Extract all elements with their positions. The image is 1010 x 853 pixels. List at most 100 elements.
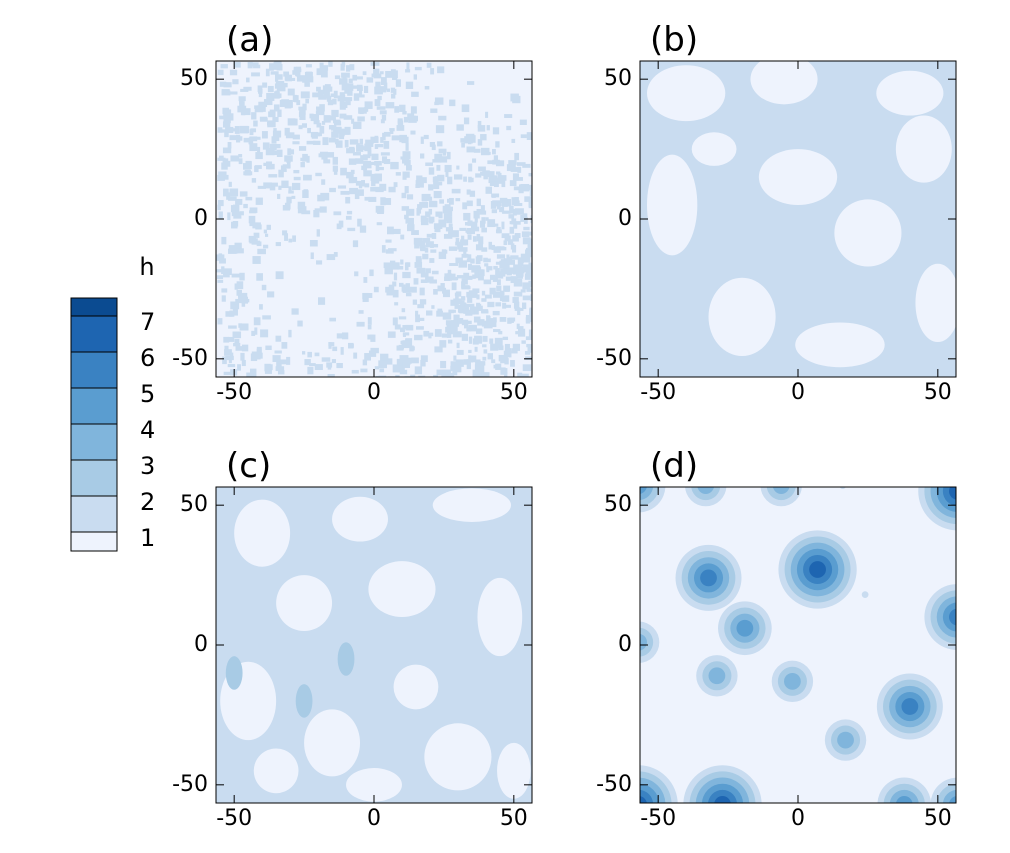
speckle: [504, 114, 513, 118]
low-region: [646, 154, 698, 256]
speckle: [375, 375, 385, 377]
contour-ring: [942, 487, 956, 506]
speckle: [332, 346, 338, 352]
panel-title: (c): [226, 446, 271, 486]
speckle: [363, 107, 369, 112]
speckle: [350, 169, 355, 175]
speckle: [345, 101, 351, 106]
speckle: [442, 370, 448, 377]
speckle: [485, 217, 489, 221]
speckle: [262, 142, 270, 150]
speckle: [491, 359, 496, 364]
speckle: [348, 158, 357, 165]
speckle: [399, 369, 408, 375]
speckle: [426, 233, 433, 238]
speckle: [474, 364, 484, 371]
speckle: [393, 70, 398, 79]
speckle: [469, 306, 476, 313]
speckle: [530, 344, 532, 349]
speckle: [383, 158, 391, 165]
speckle: [461, 319, 469, 326]
speckle: [224, 345, 229, 352]
speckle: [316, 229, 320, 237]
speckle: [472, 274, 476, 279]
speckle: [346, 210, 353, 215]
speckle: [417, 204, 423, 210]
speckle: [520, 134, 527, 139]
speckle: [486, 266, 490, 273]
speckle: [271, 182, 278, 187]
speckle: [461, 281, 466, 289]
speckle: [474, 270, 479, 279]
speckle: [265, 147, 275, 156]
speckle: [272, 130, 282, 138]
speckle: [455, 198, 461, 202]
speckle: [470, 258, 475, 264]
y-tick-label: 0: [194, 632, 208, 657]
speckle: [223, 115, 231, 124]
speckle: [374, 86, 383, 95]
speckle: [514, 307, 524, 311]
speckle: [276, 84, 286, 92]
speckle: [487, 219, 496, 228]
speckle: [379, 71, 384, 75]
contour-ring: [942, 602, 956, 632]
speckle: [321, 65, 329, 71]
speckle: [513, 186, 522, 191]
speckle: [362, 154, 371, 159]
speckle: [343, 97, 353, 102]
speckle: [387, 248, 397, 252]
speckle: [326, 254, 336, 261]
speckle: [426, 196, 433, 201]
speckle: [254, 165, 259, 173]
speckle: [275, 242, 282, 247]
speckle: [327, 373, 335, 377]
speckle: [344, 89, 349, 94]
speckle: [333, 211, 342, 216]
speckle: [292, 141, 300, 145]
speckle: [221, 288, 228, 293]
speckle: [222, 356, 227, 365]
speckle: [275, 335, 282, 342]
speckle: [502, 210, 511, 214]
speckle: [476, 303, 482, 311]
speckle: [394, 324, 401, 330]
speckle: [225, 355, 234, 361]
speckle: [224, 349, 232, 356]
speckle: [492, 127, 500, 135]
speckle: [513, 301, 520, 309]
speckle: [496, 246, 505, 251]
speckle: [466, 303, 475, 307]
speckle: [496, 254, 506, 259]
speckle: [521, 302, 527, 310]
speckle: [468, 324, 477, 329]
speckle: [517, 166, 522, 173]
speckle: [370, 186, 376, 192]
speckle: [444, 164, 452, 173]
speckle: [399, 282, 404, 287]
speckle: [480, 269, 484, 274]
speckle: [445, 372, 455, 377]
speckle: [221, 162, 228, 170]
speckle: [330, 93, 336, 98]
speckle: [379, 110, 387, 115]
speckle: [395, 172, 401, 176]
speckle: [526, 343, 532, 348]
speckle: [395, 79, 402, 87]
speckle: [525, 336, 532, 341]
speckle: [447, 176, 453, 185]
speckle: [307, 366, 314, 375]
speckle: [348, 78, 353, 83]
speckle: [336, 362, 343, 369]
speckle: [353, 93, 360, 101]
speckle: [340, 347, 344, 355]
low-region: [276, 575, 333, 632]
colorbar-box: [70, 531, 118, 552]
speckle: [262, 315, 271, 320]
speckle: [518, 326, 524, 331]
speckle: [388, 186, 396, 193]
speckle: [257, 248, 266, 255]
speckle: [489, 338, 494, 344]
speckle: [240, 101, 245, 109]
speckle: [405, 142, 409, 151]
